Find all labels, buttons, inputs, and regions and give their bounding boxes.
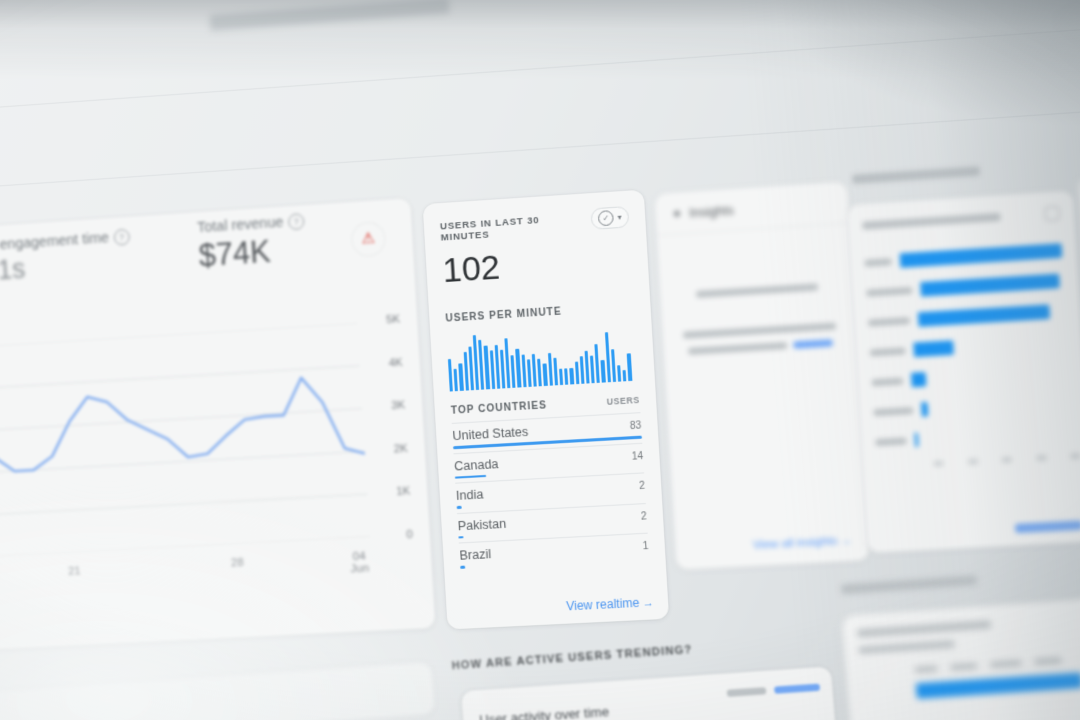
blurred-section-title — [840, 575, 978, 595]
blurred-column-header — [989, 659, 1022, 669]
bottom-right-card-inner — [841, 598, 1080, 718]
bottom-right-card — [841, 597, 1080, 720]
blurred-column-header — [1034, 657, 1062, 666]
blurred-card-title — [856, 620, 992, 638]
active-users-section-title: HOW ARE ACTIVE USERS TRENDING? — [451, 643, 693, 673]
blurred-card-subtitle — [858, 640, 955, 655]
blurred-text — [726, 687, 767, 697]
faint-card — [0, 661, 436, 720]
user-activity-card-title: User activity over time — [478, 703, 610, 720]
blurred-table-bar — [915, 672, 1080, 699]
blurred-link-text[interactable] — [774, 683, 821, 694]
blurred-column-header — [949, 662, 978, 671]
user-activity-card: User activity over time — [460, 666, 841, 720]
blurred-column-header — [914, 665, 938, 674]
